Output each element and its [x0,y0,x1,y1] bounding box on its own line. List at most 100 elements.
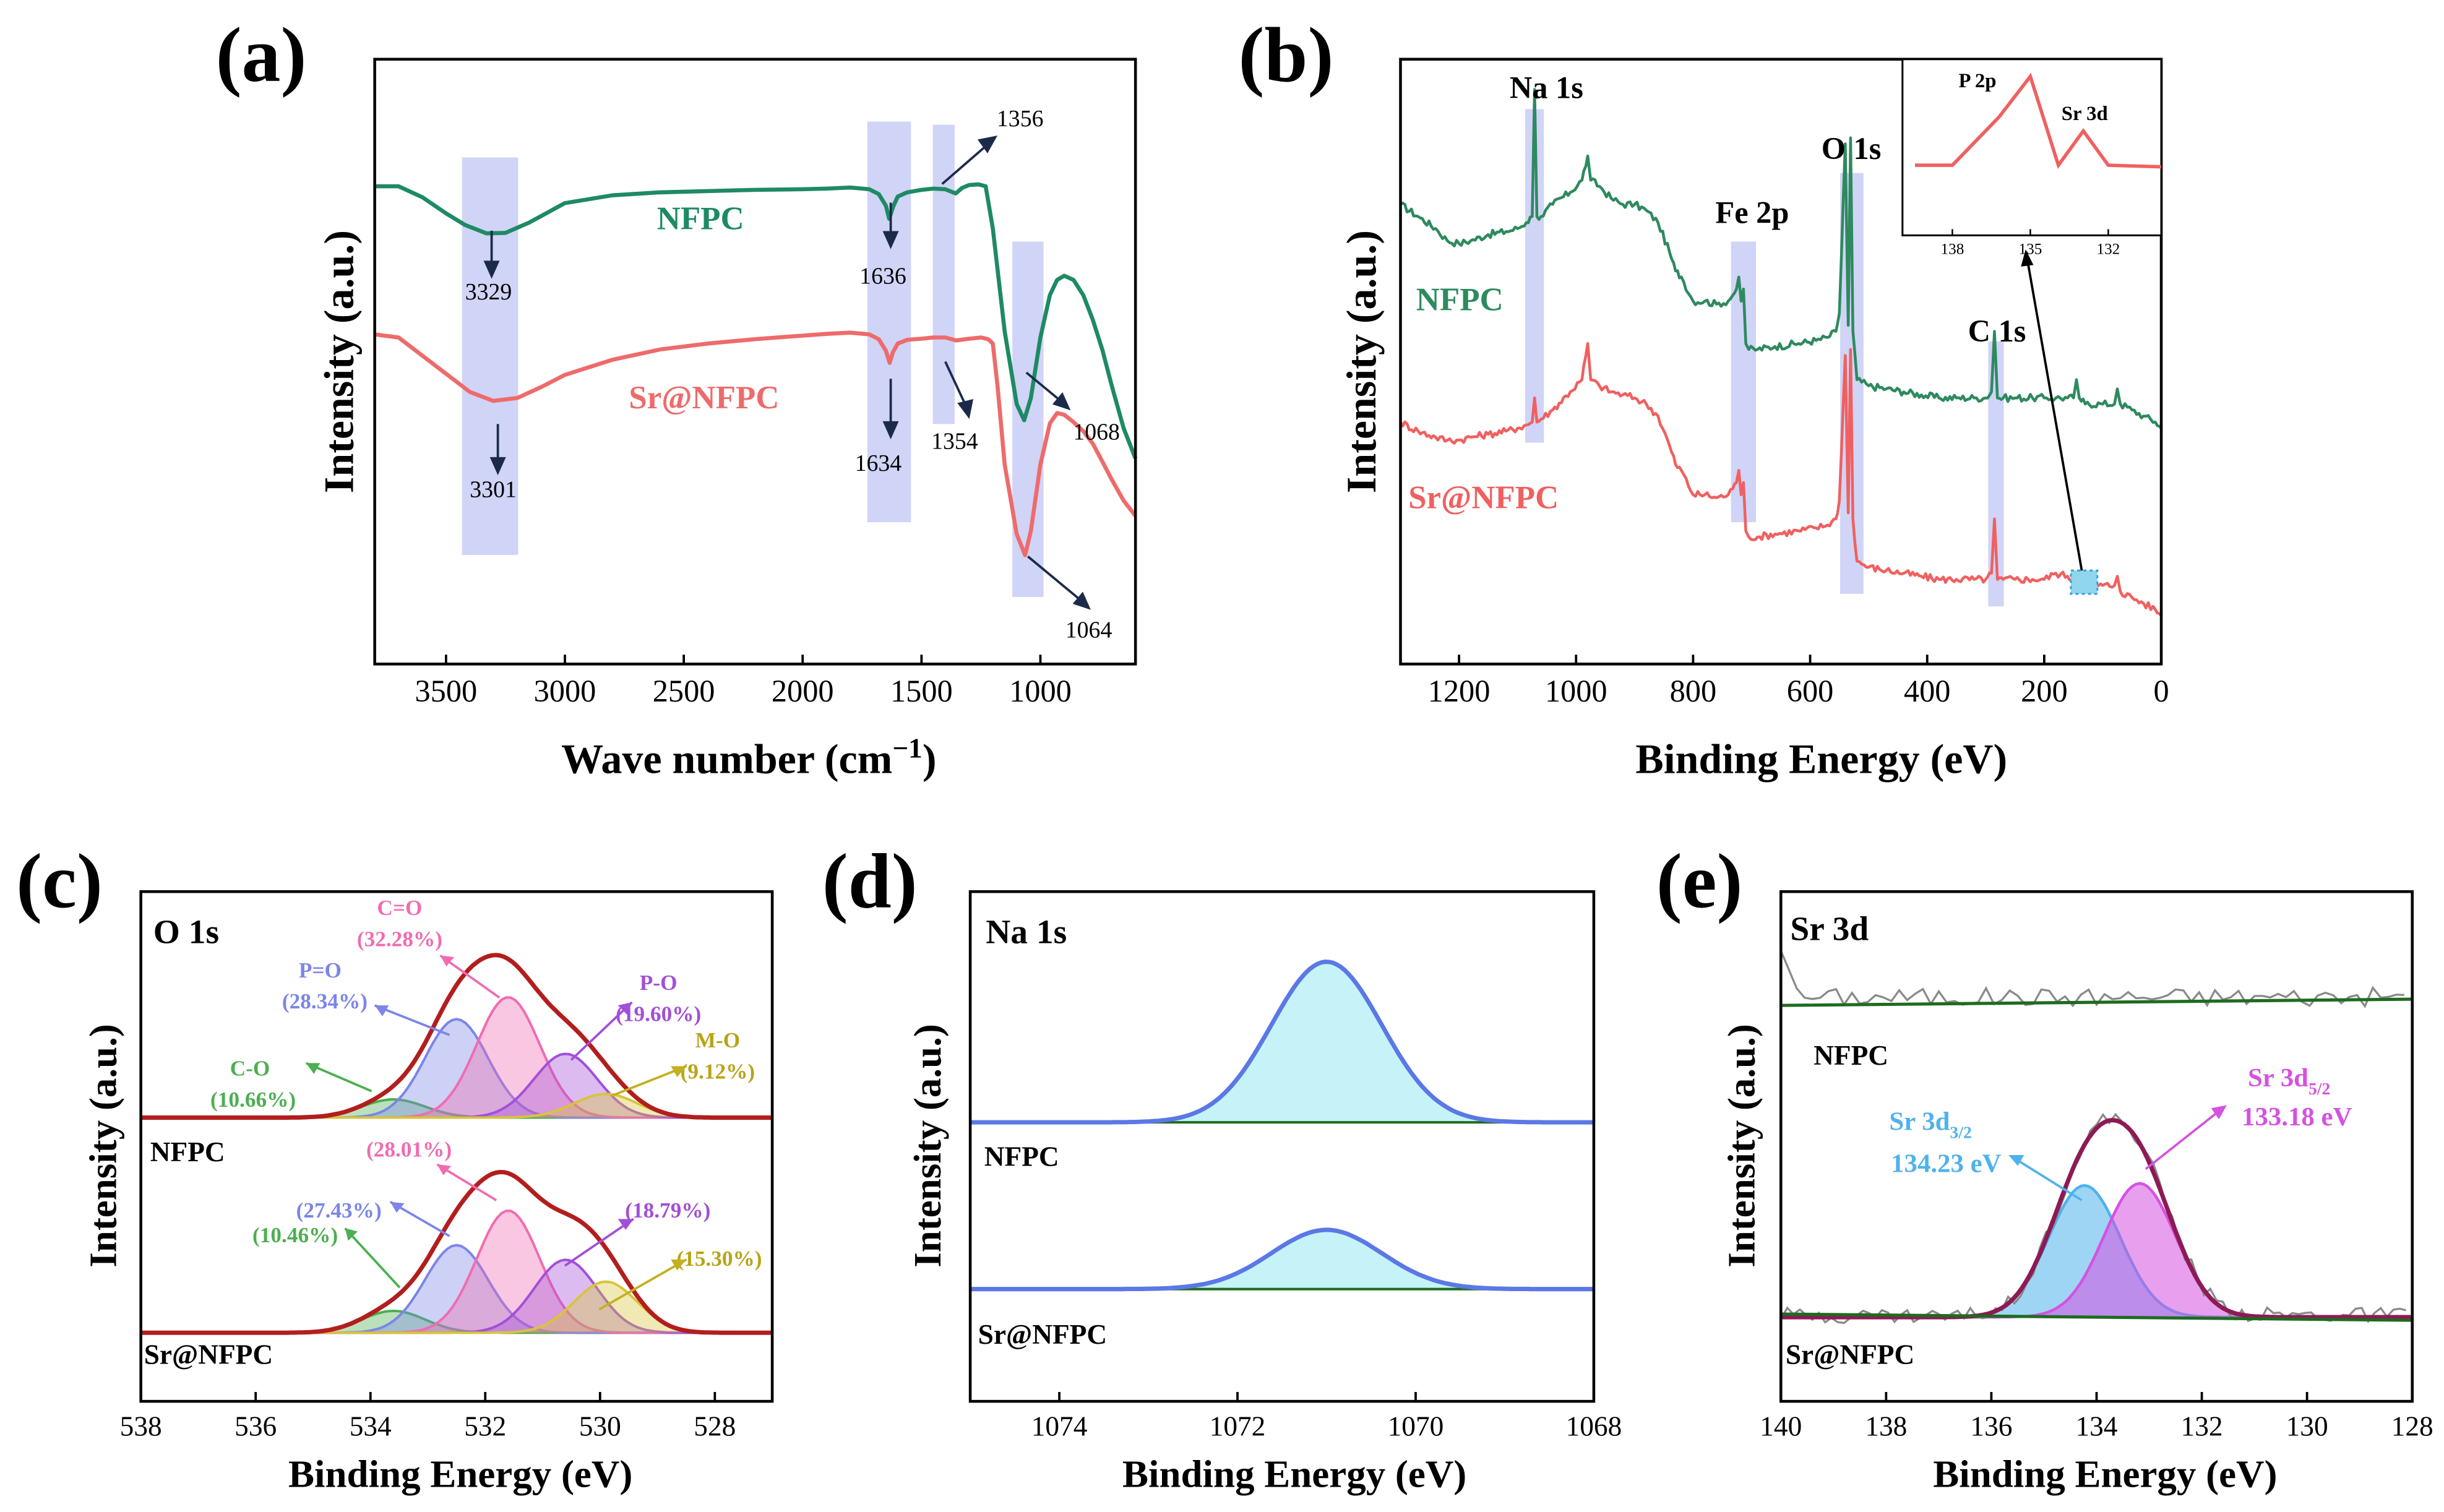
arrow [344,1227,401,1289]
plot-frame [373,58,1137,666]
arrowhead [882,421,899,440]
envelope-curve-sr-nfpc [1781,1118,2412,1320]
arrow [2011,1155,2083,1201]
tick-label: 140 [1760,1411,1802,1442]
x-axis-title: Binding Energy (eV) [1122,1453,1466,1496]
component-area-c-do-sr-nfpc [140,1211,773,1333]
peak-label: 1634 [855,450,902,476]
fit-components [140,953,773,1335]
plot-frame [968,890,1596,1403]
series-label-nfpc: NFPC [657,200,744,236]
series-line-sr-nfpc [374,330,1137,557]
arrowhead [957,398,974,419]
plot-frame [139,890,774,1403]
y-axis-title: Intensity (a.u.) [81,1024,124,1268]
component-subscript: 3/2 [1950,1122,1971,1141]
arrowhead [306,1063,321,1074]
peak-label-fe2p: Fe 2p [1715,195,1789,230]
series-group [374,182,1138,557]
component-area-p-do-sr-nfpc [140,1245,773,1333]
baseline-nfpc [1781,997,2412,1007]
baseline-sr-nfpc [1781,1312,2412,1322]
y-axis-title: Intensity (a.u.) [906,1024,949,1268]
peak-label: 3301 [470,477,517,503]
y-axis-title: Intensity (a.u.) [315,230,362,493]
tick-label: 138 [1865,1411,1907,1442]
tick-label: 2000 [772,674,834,708]
panel-label: (a) [216,12,307,98]
arrow [944,361,968,409]
component-name: Sr 3d [2248,1063,2308,1093]
peak-area-nfpc [970,961,1594,1123]
peak-label-na1s: Na 1s [1510,71,1583,105]
component-pct-m-o-sr: (15.30%) [676,1247,762,1271]
component-area-m-o-sr-nfpc [140,1281,773,1333]
tick-label: 528 [694,1411,736,1442]
spectrum-title: Sr 3d [1790,909,1869,947]
panel-label: (c) [16,838,103,924]
peak-area-sr-nfpc [970,1229,1594,1289]
x-axis-ticks: 140 138 136 134 132 130 128 [1760,1391,2433,1442]
series-label-sr-nfpc: Sr@NFPC [629,380,779,416]
tick-label: 536 [235,1411,277,1442]
component-label-sr3d52: Sr 3d5/2 [2248,1063,2330,1098]
tick-label: 1072 [1210,1411,1266,1442]
arrow [598,1258,687,1311]
inset-pointer-arrow [2026,258,2083,571]
panel-e: (e) 140 138 136 134 132 130 128 Sr 3d NFPC Sr@… [1656,838,2433,1495]
arrowhead [671,1259,687,1271]
component-name-c-do: C=O [377,896,422,920]
arrowhead [483,260,500,279]
inset-ticks: 138 135 132 [1941,229,2120,258]
tick-label: 134 [2075,1411,2117,1442]
arrowhead [2008,1155,2024,1166]
component-pct-p-do: (28.34%) [282,989,368,1013]
x-axis-title-sup: −1 [892,733,923,764]
tick-label: 1500 [890,674,953,708]
tick-label: 135 [2019,241,2042,258]
y-axis-title: Intensity (a.u.) [1338,230,1385,493]
x-axis-ticks: 3500 3000 2500 2000 1500 1000 [415,655,1072,708]
tick-label: 534 [350,1411,392,1442]
component-arrows [305,954,687,1311]
peak-label-o1s: O 1s [1822,131,1882,166]
x-axis-title: Binding Energy (eV) [1635,736,2007,783]
panel-label: (e) [1656,838,1743,924]
tick-label: 800 [1670,674,1717,708]
x-axis-ticks: 538 536 534 532 530 528 [120,1391,736,1442]
arrowhead [617,1219,634,1230]
tick-label: 2500 [653,674,715,708]
band-highlight [932,124,955,424]
x-axis-title: Wave number (cm−1) [561,733,936,783]
component-pct-c-do: (32.28%) [357,927,442,951]
tick-label: 1074 [1031,1411,1088,1442]
sample-label-sr-nfpc: Sr@NFPC [144,1339,273,1370]
series-label-nfpc: NFPC [1416,281,1504,317]
inset-chart: P 2p Sr 3d 138 135 132 [1901,58,2162,258]
component-pct-p-o-sr: (18.79%) [625,1198,710,1222]
peak-label: 1636 [859,264,906,290]
component-name-p-o: P-O [640,971,678,995]
x-axis-ticks: 1074 1072 1070 1068 [1031,1391,1622,1442]
arrowhead [437,1164,452,1175]
sample-label-nfpc: NFPC [150,1136,225,1167]
tick-label: 3500 [415,674,478,708]
arrowhead [977,135,998,153]
x-axis-ticks: 1200 1000 800 600 400 200 0 [1428,655,2169,708]
x-axis-title: Binding Energy (eV) [288,1453,632,1496]
inset-label-p2p: P 2p [1959,70,1997,92]
arrowhead [440,955,455,967]
series-line-sr-nfpc [1399,342,2162,617]
band-highlight [867,121,911,523]
tick-label: 132 [2181,1411,2223,1442]
sample-label-sr-nfpc: Sr@NFPC [1786,1339,1914,1370]
tick-label: 532 [464,1411,506,1442]
tick-label: 0 [2153,674,2169,708]
inset-zoom-marker [2070,569,2099,595]
tick-label: 3000 [534,674,596,708]
envelope-curve-sr-nfpc [140,1169,773,1335]
peak-arrows [483,135,1091,610]
peak-label-c1s: C 1s [1968,314,2026,348]
component-pct-c-do-sr: (28.01%) [366,1138,452,1162]
peak-label: 1356 [997,106,1044,132]
